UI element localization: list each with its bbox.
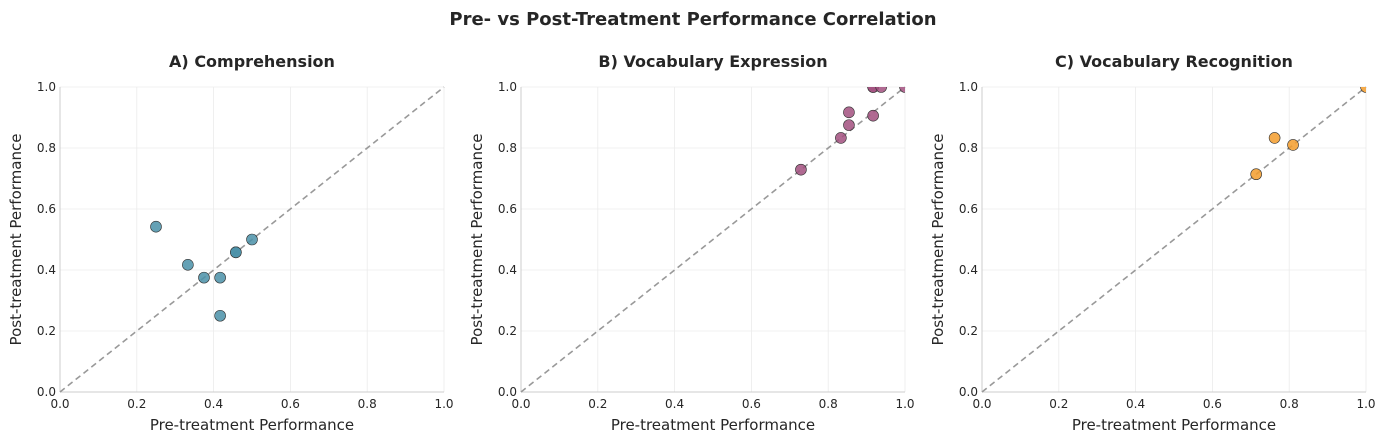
panel-title: A) Comprehension xyxy=(169,52,335,71)
y-tick-label: 1.0 xyxy=(498,80,517,94)
y-tick-label: 0.4 xyxy=(959,263,978,277)
y-tick-label: 0.2 xyxy=(37,324,56,338)
y-tick-label: 0.0 xyxy=(498,385,517,399)
y-tick-label: 0.8 xyxy=(37,141,56,155)
chart-panel-2: 0.0 0.2 0.4 0.6 0.8 1.0 0.0 0.2 0.4 0.6 0.8 1.0 B) V… xyxy=(468,52,915,434)
y-tick-label: 0.6 xyxy=(959,202,978,216)
x-axis-label: Pre-treatment Performance xyxy=(611,416,815,434)
scatter-point xyxy=(150,220,162,233)
y-tick-label: 0.0 xyxy=(37,385,56,399)
y-tick-label: 0.8 xyxy=(498,141,517,155)
x-tick-label: 0.2 xyxy=(127,397,146,411)
x-tick-label: 0.8 xyxy=(358,397,377,411)
scatter-point xyxy=(1287,139,1299,151)
x-tick-label: 0.0 xyxy=(50,397,69,411)
panel-title: B) Vocabulary Expression xyxy=(598,52,827,71)
y-tick-label: 0.4 xyxy=(37,263,56,277)
x-tick-label: 1.0 xyxy=(895,397,914,411)
scatter-point xyxy=(1360,87,1366,93)
y-tick-label: 0.2 xyxy=(498,324,517,338)
scatter-point xyxy=(230,246,242,259)
x-tick-label: 0.4 xyxy=(1126,397,1145,411)
scatter-point xyxy=(1250,168,1262,181)
y-axis-label: Post-treatment Performance xyxy=(468,134,486,346)
y-tick-label: 1.0 xyxy=(959,80,978,94)
y-tick-label: 0.2 xyxy=(959,324,978,338)
scatter-points xyxy=(1250,87,1366,181)
x-tick-label: 1.0 xyxy=(1356,397,1375,411)
y-tick-label: 0.6 xyxy=(498,202,517,216)
scatter-point xyxy=(1268,132,1281,144)
x-tick-label: 0.4 xyxy=(204,397,223,411)
scatter-point xyxy=(867,109,879,122)
x-tick-label: 0.4 xyxy=(665,397,684,411)
x-tick-label: 0.8 xyxy=(1280,397,1299,411)
y-tick-label: 0.4 xyxy=(498,263,517,277)
panel-title: C) Vocabulary Recognition xyxy=(1055,52,1293,71)
scatter-point xyxy=(182,259,194,271)
x-tick-label: 0.6 xyxy=(742,397,761,411)
scatter-points xyxy=(150,220,258,322)
y-tick-label: 0.8 xyxy=(959,141,978,155)
x-tick-label: 0.8 xyxy=(819,397,838,411)
scatter-point xyxy=(214,271,226,284)
scatter-point xyxy=(835,132,847,144)
scatter-point xyxy=(198,271,210,284)
chart-panel-3: 0.0 0.2 0.4 0.6 0.8 1.0 0.0 0.2 0.4 0.6 0.8 1.0 C) V… xyxy=(929,52,1376,434)
x-tick-label: 1.0 xyxy=(434,397,453,411)
scatter-point xyxy=(843,106,855,119)
x-axis-label: Pre-treatment Performance xyxy=(150,416,354,434)
scatter-point xyxy=(875,87,887,93)
figure-title: Pre- vs Post-Treatment Performance Corre… xyxy=(449,9,936,30)
scatter-point xyxy=(214,309,226,322)
x-tick-label: 0.6 xyxy=(281,397,300,411)
x-tick-label: 0.2 xyxy=(588,397,607,411)
reference-diagonal-line xyxy=(981,86,1367,393)
chart-panel-1: 0.0 0.2 0.4 0.6 0.8 1.0 0.0 0.2 0.4 0.6 0.8 1.0 A) C… xyxy=(7,52,454,434)
scatter-points xyxy=(795,87,905,176)
y-tick-label: 1.0 xyxy=(37,80,56,94)
panels: 0.0 0.2 0.4 0.6 0.8 1.0 0.0 0.2 0.4 0.6 0.8 1.0 A) C… xyxy=(7,52,1376,434)
y-axis-label: Post-treatment Performance xyxy=(929,134,947,346)
x-tick-label: 0.2 xyxy=(1049,397,1068,411)
scatter-point xyxy=(843,119,855,131)
reference-diagonal-line xyxy=(520,86,906,393)
scatter-point xyxy=(899,87,905,93)
scatter-point xyxy=(795,163,807,176)
x-axis-label: Pre-treatment Performance xyxy=(1072,416,1276,434)
scatter-point xyxy=(246,233,258,246)
x-tick-label: 0.0 xyxy=(511,397,530,411)
y-tick-label: 0.0 xyxy=(959,385,978,399)
x-tick-label: 0.0 xyxy=(972,397,991,411)
y-axis-label: Post-treatment Performance xyxy=(7,134,25,346)
y-tick-label: 0.6 xyxy=(37,202,56,216)
x-tick-label: 0.6 xyxy=(1203,397,1222,411)
